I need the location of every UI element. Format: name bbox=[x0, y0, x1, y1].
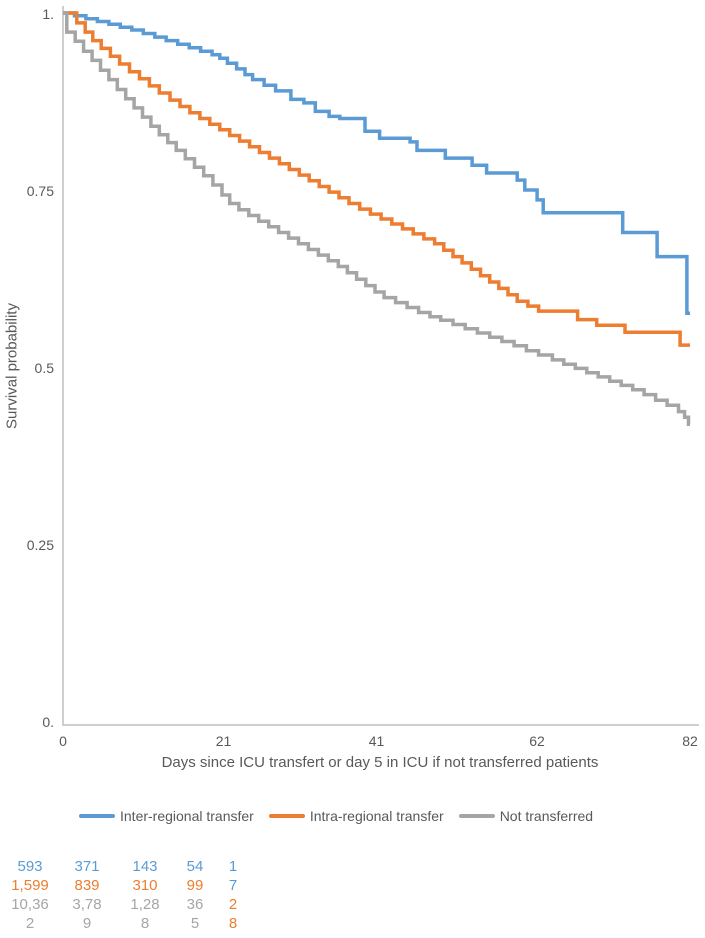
x-tick-label: 82 bbox=[682, 733, 698, 749]
legend: Inter-regional transfer Intra-regional tr… bbox=[0, 803, 705, 829]
at-risk-count: 2 bbox=[228, 896, 238, 913]
at-risk-count: 371 bbox=[74, 858, 100, 875]
at-risk-count: 1,599 bbox=[11, 877, 49, 894]
legend-label: Intra-regional transfer bbox=[309, 808, 444, 824]
series-curve-not-transferred bbox=[63, 11, 691, 427]
at-risk-count: 310 bbox=[132, 877, 158, 894]
at-risk-count: 2 bbox=[25, 915, 35, 932]
legend-item: Intra-regional transfer bbox=[268, 808, 444, 824]
legend-item: Not transferred bbox=[458, 808, 594, 824]
legend-line-swatch bbox=[458, 814, 495, 818]
at-risk-count: 1 bbox=[228, 858, 238, 875]
y-tick-label: 0.25 bbox=[26, 537, 54, 553]
legend-label: Not transferred bbox=[499, 808, 594, 824]
at-risk-count: 8 bbox=[140, 915, 150, 932]
legend-line-swatch bbox=[79, 814, 115, 818]
x-tick-label: 21 bbox=[215, 733, 232, 749]
series-curve-intra-regional-transfer bbox=[63, 11, 690, 347]
x-axis-title: Days since ICU transfert or day 5 in ICU… bbox=[161, 754, 599, 771]
at-risk-count: 54 bbox=[186, 858, 204, 875]
at-risk-count: 839 bbox=[74, 877, 100, 894]
x-tick-label: 62 bbox=[529, 733, 545, 749]
at-risk-count: 9 bbox=[82, 915, 92, 932]
at-risk-count: 10,36 bbox=[11, 896, 49, 913]
y-tick-label: 0.5 bbox=[34, 360, 54, 376]
at-risk-count: 593 bbox=[17, 858, 43, 875]
series-curve-inter-regional-transfer bbox=[63, 11, 690, 315]
legend-item: Inter-regional transfer bbox=[79, 808, 254, 824]
legend-line-swatch bbox=[268, 814, 305, 818]
y-tick-label: 0. bbox=[42, 714, 54, 730]
at-risk-count: 99 bbox=[186, 877, 204, 894]
x-tick-label: 0 bbox=[59, 733, 67, 749]
at-risk-count: 8 bbox=[228, 915, 238, 932]
at-risk-count: 143 bbox=[132, 858, 158, 875]
survival-curves-plot bbox=[62, 6, 699, 726]
at-risk-count: 3,78 bbox=[72, 896, 102, 913]
at-risk-table: 593 371 143 54 1 1,599 839 310 99 7 10,36 3,78 1,28 3… bbox=[3, 857, 249, 933]
y-tick-label: 0.75 bbox=[26, 183, 54, 199]
at-risk-count: 36 bbox=[186, 896, 204, 913]
axis-lines bbox=[62, 6, 699, 726]
legend-label: Inter-regional transfer bbox=[120, 808, 254, 824]
at-risk-count: 7 bbox=[228, 877, 238, 894]
y-tick-label: 1. bbox=[42, 6, 54, 22]
at-risk-count: 1,28 bbox=[130, 896, 160, 913]
x-tick-label: 41 bbox=[368, 733, 385, 749]
at-risk-count: 5 bbox=[190, 915, 200, 932]
